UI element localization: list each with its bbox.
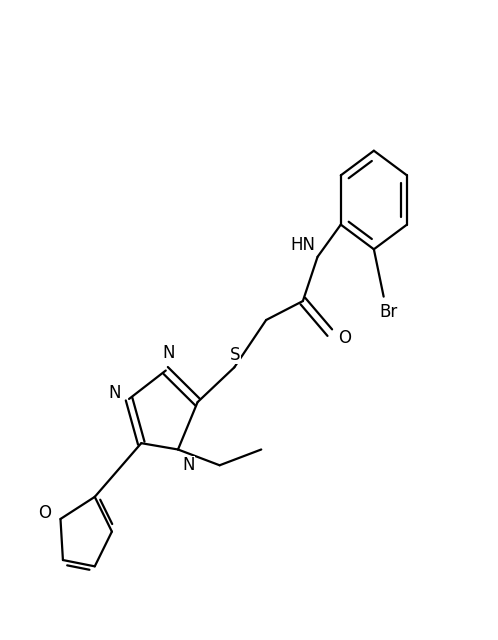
Text: S: S bbox=[230, 346, 241, 364]
Text: O: O bbox=[338, 329, 351, 347]
Text: N: N bbox=[162, 344, 174, 362]
Text: N: N bbox=[108, 383, 121, 402]
Text: Br: Br bbox=[379, 303, 398, 321]
Text: HN: HN bbox=[290, 236, 315, 255]
Text: O: O bbox=[38, 504, 51, 522]
Text: N: N bbox=[183, 456, 195, 474]
